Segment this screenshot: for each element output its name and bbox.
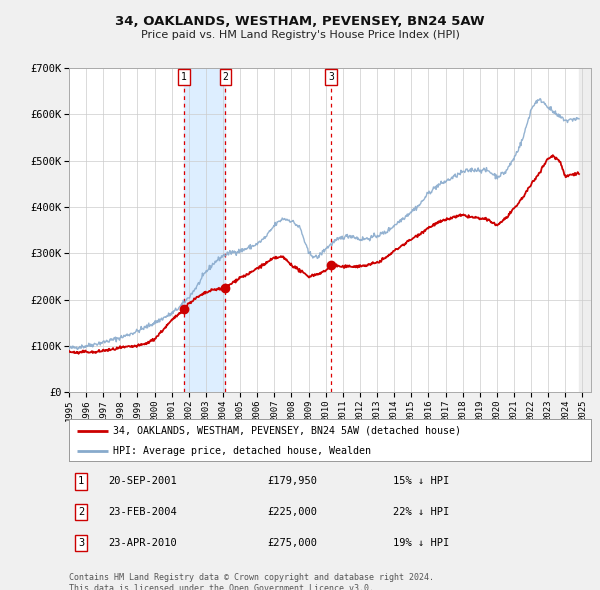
Text: 23-FEB-2004: 23-FEB-2004 <box>108 507 177 517</box>
Text: 34, OAKLANDS, WESTHAM, PEVENSEY, BN24 5AW (detached house): 34, OAKLANDS, WESTHAM, PEVENSEY, BN24 5A… <box>113 426 461 436</box>
Text: £275,000: £275,000 <box>267 538 317 548</box>
Bar <box>579 68 591 392</box>
Text: 1: 1 <box>78 477 84 486</box>
Text: 2: 2 <box>223 72 229 82</box>
Bar <box>184 68 226 392</box>
Text: 34, OAKLANDS, WESTHAM, PEVENSEY, BN24 5AW: 34, OAKLANDS, WESTHAM, PEVENSEY, BN24 5A… <box>115 15 485 28</box>
Text: 1: 1 <box>181 72 187 82</box>
Text: 3: 3 <box>78 538 84 548</box>
Text: £179,950: £179,950 <box>267 477 317 486</box>
Text: 15% ↓ HPI: 15% ↓ HPI <box>393 477 449 486</box>
Text: 20-SEP-2001: 20-SEP-2001 <box>108 477 177 486</box>
Text: 22% ↓ HPI: 22% ↓ HPI <box>393 507 449 517</box>
Text: £225,000: £225,000 <box>267 507 317 517</box>
Text: Contains HM Land Registry data © Crown copyright and database right 2024.
This d: Contains HM Land Registry data © Crown c… <box>69 573 434 590</box>
Text: HPI: Average price, detached house, Wealden: HPI: Average price, detached house, Weal… <box>113 446 371 455</box>
Text: 23-APR-2010: 23-APR-2010 <box>108 538 177 548</box>
Text: 19% ↓ HPI: 19% ↓ HPI <box>393 538 449 548</box>
Text: 2: 2 <box>78 507 84 517</box>
Text: Price paid vs. HM Land Registry's House Price Index (HPI): Price paid vs. HM Land Registry's House … <box>140 30 460 40</box>
Text: 3: 3 <box>328 72 334 82</box>
